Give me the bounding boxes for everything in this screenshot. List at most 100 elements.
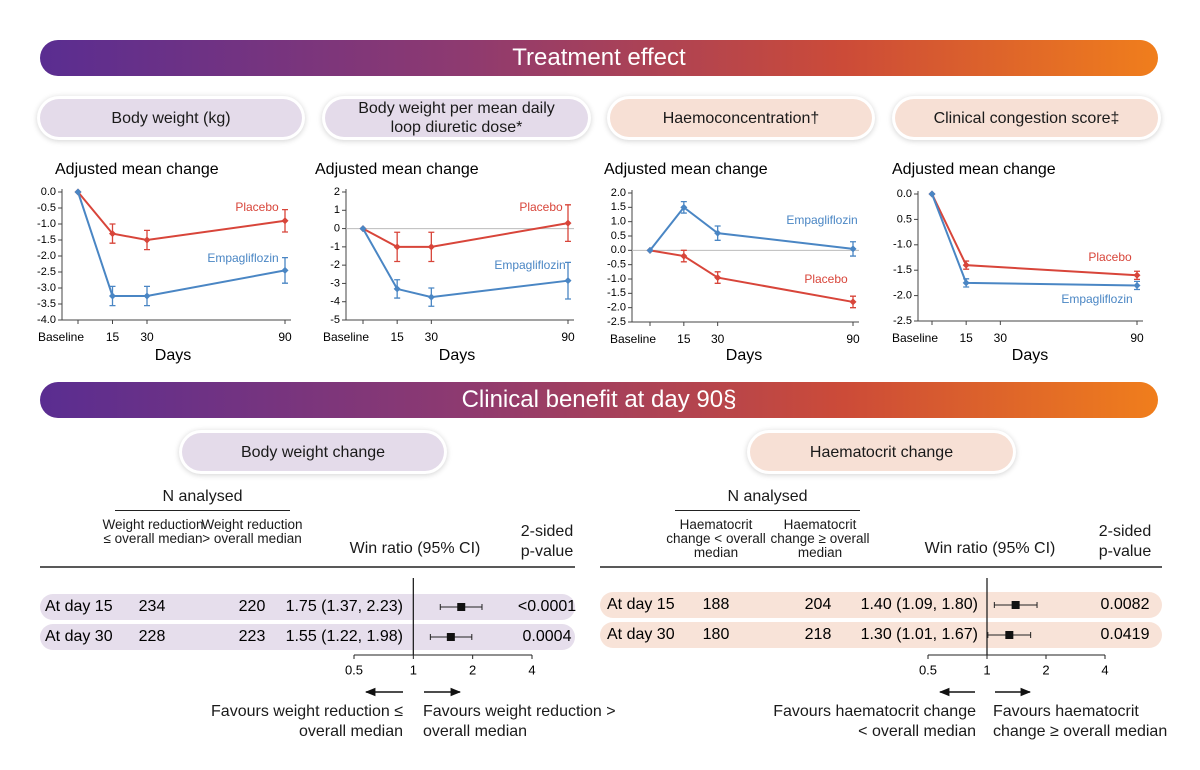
n-below: 188 [703, 596, 730, 613]
point [74, 188, 82, 196]
group-label: N analysed [675, 488, 860, 511]
panel-title: Body weight change [182, 433, 444, 471]
point [109, 292, 116, 300]
y-tick-label: -1.5 [607, 287, 626, 299]
point [143, 236, 151, 244]
panel-title: Body weight per mean daily loop diuretic… [325, 99, 588, 137]
win-ratio-label: 1.75 (1.37, 2.23) [286, 598, 403, 615]
x-tick-label: 15 [959, 331, 973, 345]
p-value: 0.0004 [523, 628, 572, 645]
y-tick-label: -4.0 [37, 314, 56, 326]
y-tick-label: -2.5 [37, 266, 56, 278]
column-header: Win ratio (95% CI) [924, 540, 1056, 557]
point [281, 217, 289, 225]
point [849, 298, 857, 306]
point [680, 252, 688, 260]
y-tick-label: -3.0 [37, 282, 56, 294]
n-below: 234 [139, 598, 166, 615]
panel-title: Haematocrit change [750, 433, 1013, 471]
series-line [362, 222, 569, 248]
x-tick-label: Baseline [323, 330, 369, 344]
panel-title: Haemoconcentration† [610, 99, 872, 137]
x-tick-label: 0.5 [345, 662, 363, 677]
y-tick-label: -2.5 [893, 315, 912, 327]
row-label: At day 15 [45, 598, 113, 615]
y-tick-label: 1.5 [611, 201, 626, 213]
point [281, 266, 289, 274]
banner: Treatment effect [40, 40, 1158, 76]
series-label: Placebo [1088, 250, 1132, 264]
y-tick-label: 0 [334, 222, 340, 234]
y-tick-label: -3 [330, 277, 340, 289]
y-tick-label: -2 [330, 259, 340, 271]
p-value: 0.0419 [1101, 626, 1150, 643]
x-tick-label: 0.5 [919, 662, 937, 677]
y-tick-label: -5 [330, 314, 340, 326]
win-ratio-label: 1.55 (1.22, 1.98) [286, 628, 403, 645]
point [1133, 281, 1141, 289]
y-tick-label: -1 [330, 241, 340, 253]
x-tick-label: 30 [994, 331, 1008, 345]
x-tick-label: 4 [528, 662, 535, 677]
column-header: Haematocrit change < overall median [666, 517, 766, 560]
column-header: Haematocrit change ≥ overall median [770, 517, 870, 560]
panel-title: Body weight (kg) [40, 99, 302, 137]
x-tick-label: 1 [410, 662, 417, 677]
series-line [77, 191, 286, 242]
n-above: 220 [239, 598, 266, 615]
series-label: Empagliflozin [494, 258, 565, 272]
y-tick-label: -1.5 [893, 264, 912, 276]
n-below: 228 [139, 628, 166, 645]
y-tick-label: -1.0 [607, 273, 626, 285]
y-tick-label: -2.5 [607, 316, 626, 328]
x-tick-label: 15 [106, 330, 120, 344]
x-tick-label: 2 [469, 662, 476, 677]
point [427, 243, 435, 251]
point [359, 225, 367, 233]
n-above: 218 [805, 626, 832, 643]
x-axis-label: Days [155, 347, 191, 364]
group-label: N analysed [115, 488, 290, 511]
x-tick-label: 15 [677, 332, 691, 346]
x-axis-label: Days [1012, 347, 1048, 364]
y-tick-label: -2.0 [607, 302, 626, 314]
x-tick-label: 15 [390, 330, 404, 344]
win-ratio-label: 1.30 (1.01, 1.67) [861, 626, 978, 643]
n-below: 180 [703, 626, 730, 643]
point [1133, 271, 1141, 279]
row-label: At day 15 [607, 596, 675, 613]
x-tick-label: 2 [1042, 662, 1049, 677]
win-ratio-label: 1.40 (1.09, 1.80) [861, 596, 978, 613]
y-tick-label: 1.0 [611, 216, 626, 228]
y-tick-label: 2 [334, 186, 340, 198]
y-tick-label: -2.0 [893, 290, 912, 302]
y-tick-label: 1 [334, 204, 340, 216]
point [962, 261, 970, 269]
column-header: Weight reduction > overall median [201, 517, 303, 546]
series-label: Empagliflozin [207, 251, 278, 265]
x-axis-label: Days [726, 347, 762, 364]
favours-left: Favours weight reduction ≤ overall media… [211, 703, 403, 740]
series-label: Placebo [235, 200, 279, 214]
column-header: 2-sided p-value [520, 523, 574, 560]
y-tick-label: 0.5 [611, 230, 626, 242]
y-tick-label: -2.0 [37, 250, 56, 262]
p-value: 0.0082 [1101, 596, 1150, 613]
y-axis-label: Adjusted mean change [315, 161, 479, 178]
x-tick-label: Baseline [38, 330, 84, 344]
point [393, 243, 401, 251]
point [962, 279, 970, 287]
estimate [446, 633, 455, 641]
point [393, 285, 401, 293]
y-tick-label: -1.5 [37, 234, 56, 246]
row-band [600, 622, 1162, 648]
x-tick-label: 90 [846, 332, 860, 346]
n-above: 204 [805, 596, 832, 613]
favours-right: Favours haematocrit change ≥ overall med… [993, 703, 1168, 740]
series-line [931, 193, 1138, 287]
point [714, 229, 722, 237]
x-tick-label: Baseline [892, 331, 938, 345]
series-line [649, 249, 854, 303]
